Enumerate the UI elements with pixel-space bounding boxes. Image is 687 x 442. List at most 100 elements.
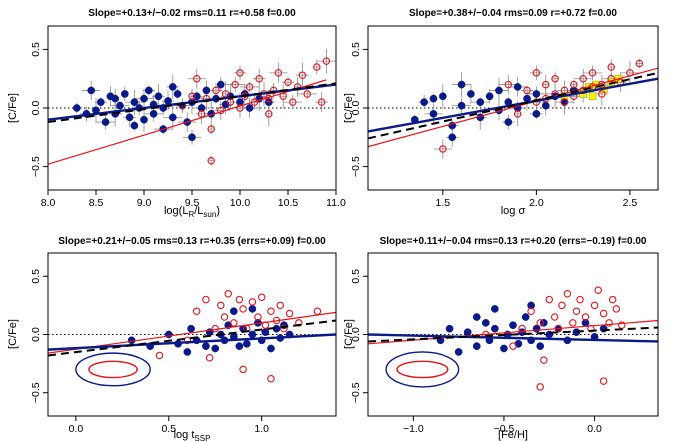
data-point-blue (72, 104, 81, 112)
y-tick-label: −0.5 (30, 382, 42, 403)
x-tick-label: 10.0 (230, 197, 251, 209)
data-point-red (607, 63, 615, 71)
data-point-blue (173, 90, 182, 98)
data-point-red (188, 92, 196, 101)
data-point-red (267, 307, 275, 315)
data-point-blue (541, 101, 550, 110)
data-point-red (284, 78, 292, 86)
data-point-blue (96, 98, 105, 106)
data-point-red (295, 319, 303, 327)
data-point-blue (197, 104, 206, 112)
data-point-red (236, 69, 244, 77)
plot-area (48, 289, 336, 387)
data-point-blue (527, 301, 535, 310)
x-tick-label: 0.5 (161, 423, 176, 435)
data-point-red (276, 301, 285, 310)
data-point-red (570, 80, 578, 89)
fit-line-black-dashed (368, 71, 658, 140)
x-tick-label: 1.5 (436, 197, 451, 209)
panel-age: Slope=+0.21+/−0.05 rms=0.13 r=+0.35 (err… (7, 236, 337, 442)
data-point-red (192, 307, 201, 315)
data-point-red (274, 69, 283, 77)
data-point-red (197, 110, 206, 118)
x-axis-label: log tSSP (174, 429, 211, 442)
data-point-blue (521, 313, 530, 321)
data-point-red (205, 354, 214, 362)
data-point-blue (491, 324, 499, 333)
data-point-red (239, 305, 247, 313)
fit-line-blue (48, 333, 336, 351)
data-point-red (236, 104, 244, 112)
data-point-red (313, 63, 321, 71)
panel-luminosity: Slope=+0.13+/−0.02 rms=0.11 r=+0.58 f=0.… (7, 8, 346, 219)
panel-title: Slope=+0.21+/−0.05 rms=0.13 r=+0.35 (err… (58, 236, 326, 247)
x-tick-label: 8.0 (41, 197, 56, 209)
data-point-blue (120, 90, 129, 98)
panel-title: Slope=+0.13+/−0.02 rms=0.11 r=+0.58 f=0.… (88, 8, 296, 19)
data-point-blue (149, 110, 158, 118)
data-point-blue (485, 92, 494, 101)
data-point-blue (144, 86, 153, 95)
data-point-red (532, 69, 541, 77)
data-point-blue (267, 344, 275, 353)
x-tick-label: 10.5 (278, 197, 299, 209)
data-point-red (599, 377, 608, 385)
data-point-red (313, 307, 322, 315)
data-point-red (579, 74, 587, 83)
data-point-blue (164, 330, 173, 339)
data-point-red (579, 86, 587, 95)
data-point-red (193, 74, 201, 83)
x-tick-label: −0.5 (494, 423, 515, 435)
data-point-red (322, 57, 331, 65)
data-point-blue (188, 133, 196, 142)
data-point-red (608, 295, 617, 304)
fit-line-black-dashed (48, 319, 336, 357)
fit-line-blue (368, 333, 658, 343)
data-point-red (289, 98, 297, 106)
data-point-blue (245, 104, 254, 112)
data-point-red (245, 83, 254, 91)
data-point-blue (500, 344, 508, 353)
data-point-blue (438, 92, 447, 101)
data-point-red (254, 313, 262, 321)
data-point-blue (140, 115, 148, 124)
data-point-blue (536, 342, 545, 350)
data-point-blue (248, 330, 257, 339)
data-point-blue (532, 90, 541, 98)
x-tick-label: 0.0 (69, 423, 84, 435)
x-tick-label: 11.0 (326, 197, 346, 209)
data-point-red (504, 80, 513, 89)
y-tick-label: −0.5 (350, 382, 362, 403)
data-point-blue (509, 321, 517, 330)
panel-sigma: Slope=+0.38+/−0.04 rms=0.09 r=+0.72 f=0.… (343, 8, 659, 217)
data-point-red (317, 98, 326, 106)
data-point-red (523, 86, 531, 95)
data-point-blue (168, 83, 177, 91)
data-point-red (588, 69, 597, 77)
data-point-blue (130, 121, 139, 130)
y-tick-label: −0.5 (30, 156, 42, 177)
x-tick-label: 8.5 (89, 197, 104, 209)
data-point-red (267, 374, 275, 383)
fit-line-red (368, 67, 658, 148)
data-point-red (563, 289, 572, 298)
data-point-blue (420, 98, 428, 106)
data-point-blue (472, 342, 481, 350)
data-point-red (265, 110, 273, 118)
data-point-red (536, 383, 544, 391)
data-point-red (558, 301, 566, 310)
x-tick-label: −1.0 (403, 423, 424, 435)
data-point-blue (127, 336, 136, 345)
fit-line-red (368, 319, 658, 345)
x-tick-label: 2.0 (529, 197, 544, 209)
data-point-blue (140, 94, 148, 103)
data-point-blue (445, 324, 454, 333)
data-point-red (248, 298, 257, 306)
data-point-red (235, 295, 244, 304)
error-ellipse-blue (75, 352, 151, 387)
data-point-red (605, 319, 613, 327)
y-tick-label: 0.0 (30, 101, 42, 116)
data-point-blue (211, 344, 220, 353)
data-point-red (560, 98, 569, 106)
